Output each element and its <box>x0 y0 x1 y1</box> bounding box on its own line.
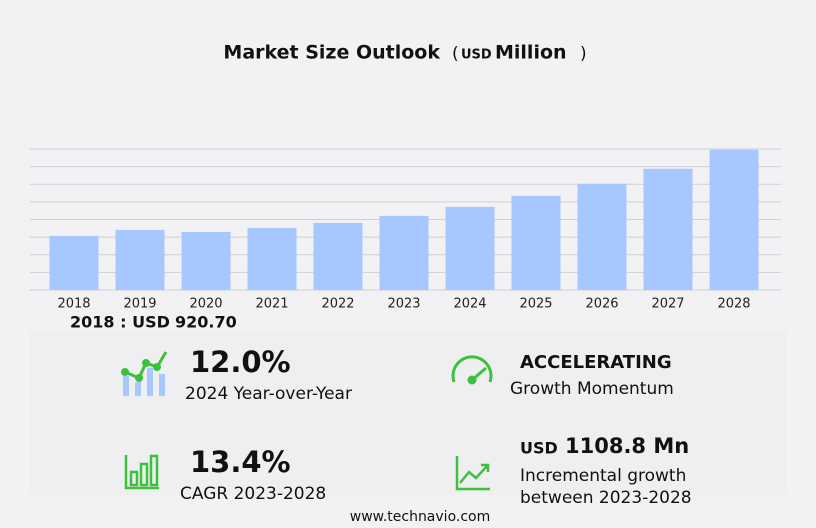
yoy-icon <box>121 351 168 396</box>
x-tick-label: 2024 <box>453 297 486 312</box>
title-unit-prefix: USD <box>461 48 492 63</box>
x-tick-label: 2020 <box>189 297 222 312</box>
increment-icon <box>455 456 490 491</box>
x-tick-label: 2027 <box>651 297 684 312</box>
kpi-label: 2024 Year-over-Year <box>185 384 352 404</box>
base-label: 2018 : USD <box>70 313 170 332</box>
title: Market Size Outlook ( USD Million ) <box>223 42 586 65</box>
x-tick-label: 2022 <box>321 297 354 312</box>
x-tick-label: 2021 <box>255 297 288 312</box>
bar <box>445 206 495 290</box>
x-tick-label: 2018 <box>57 297 90 312</box>
x-tick-label: 2026 <box>585 297 618 312</box>
bracket: ( <box>452 44 459 64</box>
footer: www.technavio.com <box>350 509 491 525</box>
bar <box>115 229 165 290</box>
x-tick-label: 2028 <box>717 297 750 312</box>
x-tick-label: 2019 <box>123 297 156 312</box>
kpi-prefix: USD <box>520 439 558 458</box>
kpi-label: CAGR 2023-2028 <box>180 484 326 504</box>
cagr-icon <box>124 454 159 490</box>
chart-title: Market Size Outlook <box>223 42 440 64</box>
bar <box>181 231 231 290</box>
x-tick-label: 2025 <box>519 297 552 312</box>
bar <box>709 149 759 290</box>
kpi-value: 1108.8 Mn <box>565 434 689 458</box>
kpi-label: between 2023-2028 <box>520 488 692 508</box>
bar <box>49 235 99 290</box>
bar <box>247 227 297 290</box>
bar <box>511 195 561 290</box>
base-value: 920.70 <box>175 313 237 332</box>
momentum-icon <box>451 355 493 385</box>
kpi-label: Growth Momentum <box>510 379 674 399</box>
kpi-value: 13.4% <box>190 445 291 479</box>
bar <box>379 215 429 290</box>
title-unit: Million <box>495 42 567 64</box>
kpi-label: Incremental growth <box>520 466 686 486</box>
bar <box>313 222 363 290</box>
bracket: ) <box>580 44 587 64</box>
bar <box>643 168 693 290</box>
x-tick-label: 2023 <box>387 297 420 312</box>
kpi-value: 12.0% <box>190 345 291 379</box>
bar <box>577 183 627 290</box>
kpi-value: ACCELERATING <box>520 352 672 373</box>
